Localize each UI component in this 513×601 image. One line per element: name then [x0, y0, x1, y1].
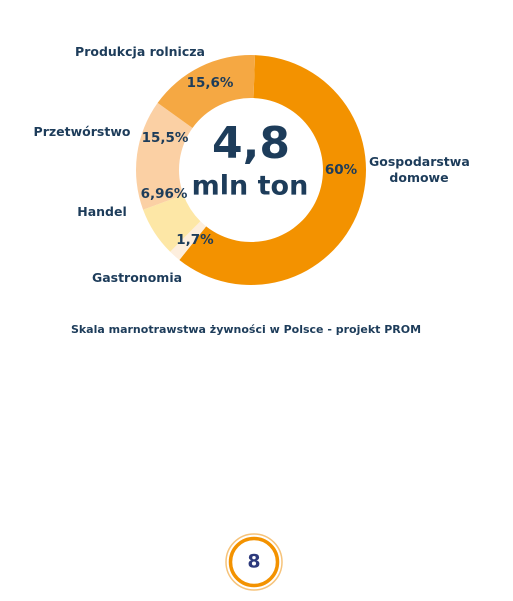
value-label: 15,6% [187, 75, 234, 91]
donut-segment [179, 55, 367, 285]
donut-segment [157, 54, 256, 128]
category-label: Przetwórstwo [33, 124, 131, 139]
value-label: 60% [325, 162, 358, 178]
center-unit: mln ton [192, 171, 309, 202]
page-number: 8 [247, 551, 260, 573]
value-label: 6,96% [141, 186, 188, 202]
donut-segment [170, 221, 207, 260]
caption: Skala marnotrawstwa żywności w Polsce - … [71, 323, 421, 336]
value-label: 1,7% [176, 232, 214, 248]
category-label: Produkcja rolnicza [75, 44, 205, 59]
page-badge [228, 536, 280, 588]
donut-segment [135, 102, 193, 210]
category-label: Handel [77, 204, 127, 219]
category-label: Gospodarstwa domowe [369, 154, 470, 185]
category-label: Gastronomia [91, 270, 183, 285]
donut-segment [143, 194, 201, 252]
value-label: 15,5% [142, 130, 189, 146]
donut [135, 54, 367, 285]
page-badge-outer [225, 533, 283, 591]
center-value: 4,8 [212, 118, 290, 169]
